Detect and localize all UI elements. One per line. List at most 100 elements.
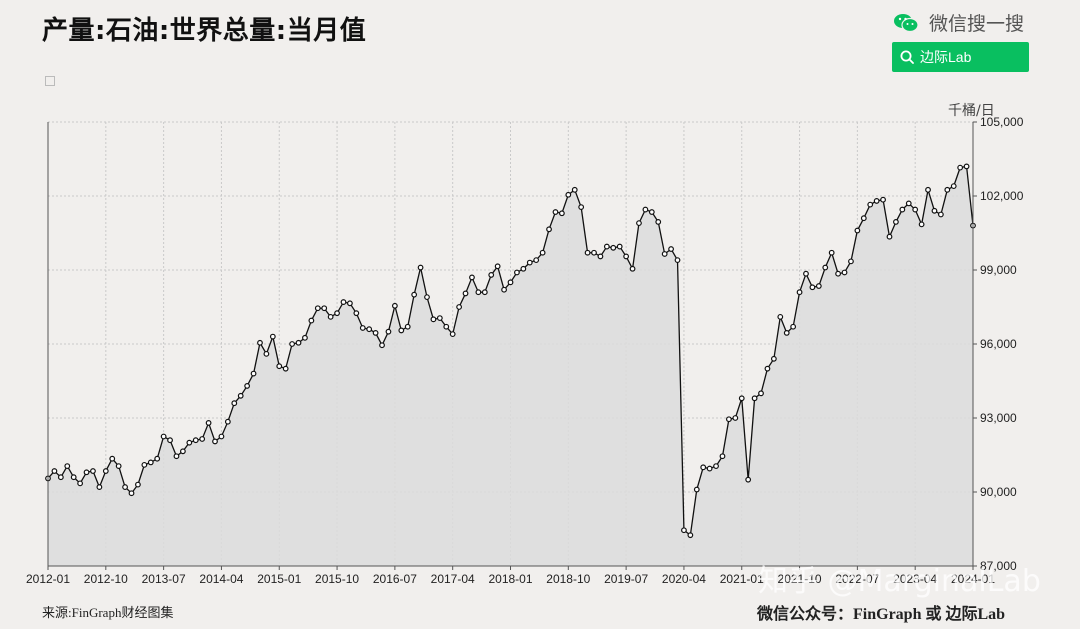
data-point — [925, 186, 931, 193]
x-tick-label: 2018-01 — [488, 572, 532, 586]
data-point — [122, 484, 128, 490]
data-point — [424, 294, 430, 301]
data-point — [629, 265, 636, 272]
data-point — [257, 339, 263, 346]
data-point — [584, 249, 591, 256]
data-point — [950, 183, 957, 190]
data-point — [167, 437, 173, 444]
data-point — [411, 291, 418, 298]
data-point — [218, 433, 225, 440]
data-point — [449, 331, 456, 338]
data-point — [873, 198, 880, 204]
x-tick-label: 2016-07 — [373, 572, 417, 586]
data-point — [244, 383, 251, 389]
data-point — [886, 233, 893, 240]
data-point — [726, 416, 732, 423]
data-point — [83, 469, 90, 476]
data-point — [835, 270, 841, 277]
data-point — [51, 468, 58, 474]
data-point — [475, 289, 482, 296]
data-point — [636, 220, 642, 227]
data-point — [282, 365, 289, 372]
data-point — [565, 191, 572, 198]
data-point — [359, 325, 366, 331]
data-point — [327, 313, 334, 320]
data-point — [738, 395, 745, 402]
data-point — [340, 299, 347, 305]
data-point — [681, 527, 687, 534]
data-point — [623, 253, 630, 260]
data-point — [205, 420, 212, 426]
data-point — [96, 484, 103, 490]
data-point — [713, 463, 719, 470]
data-point — [372, 330, 379, 336]
data-point — [154, 455, 161, 462]
data-point — [57, 474, 64, 481]
data-point — [269, 333, 276, 340]
data-point — [276, 363, 283, 370]
data-point — [347, 300, 353, 307]
data-point — [937, 211, 944, 218]
data-point — [815, 283, 822, 289]
data-point — [141, 461, 148, 468]
data-point — [469, 274, 475, 281]
data-point — [719, 453, 726, 460]
data-point — [546, 226, 552, 233]
legend-toggle[interactable] — [45, 76, 55, 86]
data-point — [687, 532, 694, 539]
data-point — [385, 328, 392, 335]
x-tick-label: 2019-07 — [604, 572, 648, 586]
x-tick-label: 2020-04 — [662, 572, 706, 586]
data-point — [732, 415, 739, 421]
data-point — [867, 201, 874, 208]
data-point — [302, 334, 308, 341]
data-point — [494, 263, 501, 270]
data-point — [379, 342, 385, 349]
data-point — [591, 249, 597, 256]
wechat-icon — [894, 13, 919, 32]
y-axis-unit: 千桶/日 — [948, 103, 995, 119]
y-tick-label: 102,000 — [980, 189, 1024, 203]
x-tick-label: 2012-10 — [84, 572, 128, 586]
x-tick-label: 2023-04 — [893, 572, 937, 586]
data-point — [661, 251, 668, 257]
data-point — [848, 258, 854, 265]
data-point — [931, 207, 938, 214]
data-point — [507, 279, 514, 286]
data-point — [860, 215, 867, 222]
data-point — [803, 270, 809, 277]
data-point — [918, 221, 925, 228]
data-point — [706, 465, 713, 472]
data-point — [944, 186, 951, 193]
data-point — [552, 209, 559, 215]
data-point — [295, 339, 302, 346]
data-point — [758, 390, 764, 397]
data-point — [128, 490, 135, 497]
x-tick-label: 2024-01 — [951, 572, 995, 586]
x-tick-label: 2013-07 — [142, 572, 186, 586]
data-point — [501, 286, 507, 293]
data-point — [745, 476, 752, 483]
data-point — [353, 310, 360, 317]
data-point — [212, 438, 218, 445]
wechat-search-label: 微信搜一搜 — [893, 9, 1024, 36]
data-point — [192, 437, 199, 444]
search-icon — [900, 50, 914, 64]
data-point — [603, 243, 610, 250]
x-tick-label: 2021-10 — [778, 572, 822, 586]
data-point — [841, 269, 848, 276]
data-point — [308, 317, 315, 324]
data-point — [783, 330, 790, 336]
data-point — [963, 163, 970, 170]
data-point — [642, 206, 649, 213]
data-point — [199, 436, 206, 442]
data-point — [263, 350, 270, 357]
data-point — [109, 455, 116, 462]
x-tick-label: 2021-01 — [720, 572, 764, 586]
data-point — [147, 459, 154, 466]
credit-note: 微信公众号：FinGraph 或 边际Lab — [757, 606, 1006, 623]
data-point — [179, 448, 186, 455]
search-button[interactable]: 边际Lab — [892, 42, 1029, 72]
data-point — [366, 326, 373, 333]
data-point — [481, 289, 488, 296]
